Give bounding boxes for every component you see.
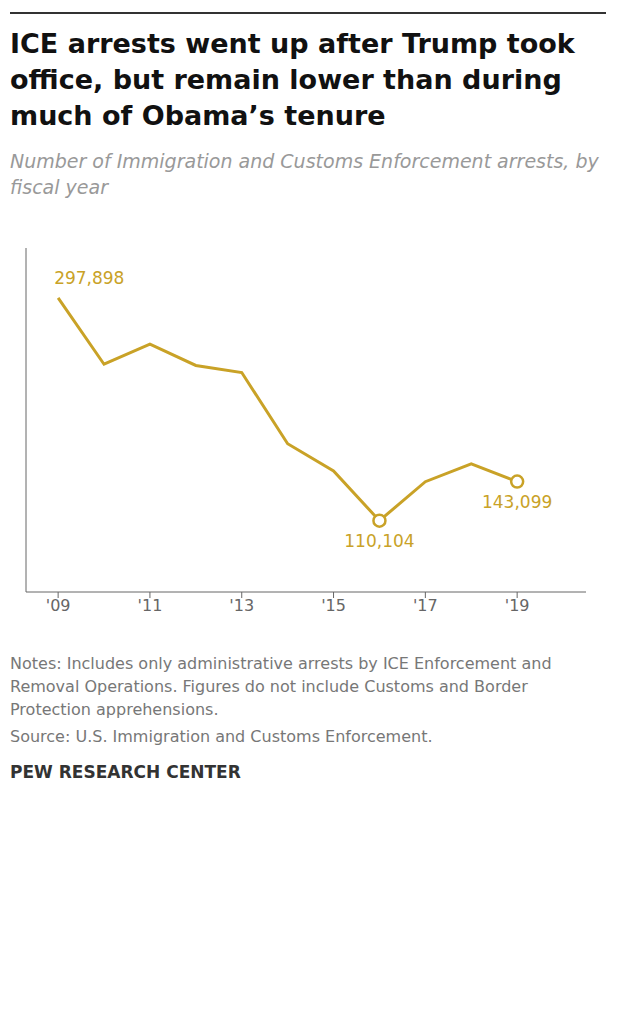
svg-text:'09: '09 bbox=[46, 596, 71, 615]
html-text:Source: U.S. Immigration and C: Source: U.S. Immigration and Customs Enf… bbox=[10, 727, 433, 746]
html-text:ICE arrests went up after Trum: ICE arrests went up after Trump took off… bbox=[10, 28, 575, 131]
svg-text:297,898: 297,898 bbox=[54, 268, 124, 288]
html-text:Notes: Includes only administr: Notes: Includes only administrative arre… bbox=[10, 654, 552, 719]
svg-text:'19: '19 bbox=[505, 596, 530, 615]
html-text:Number of Immigration and Cust: Number of Immigration and Customs Enforc… bbox=[10, 150, 599, 198]
svg-text:143,099: 143,099 bbox=[482, 492, 552, 512]
html-text:PEW RESEARCH CENTER: PEW RESEARCH CENTER bbox=[10, 762, 241, 782]
svg-text:'11: '11 bbox=[138, 596, 163, 615]
svg-text:'15: '15 bbox=[321, 596, 346, 615]
svg-text:110,104: 110,104 bbox=[344, 531, 414, 551]
svg-text:'17: '17 bbox=[413, 596, 438, 615]
svg-text:'13: '13 bbox=[229, 596, 254, 615]
